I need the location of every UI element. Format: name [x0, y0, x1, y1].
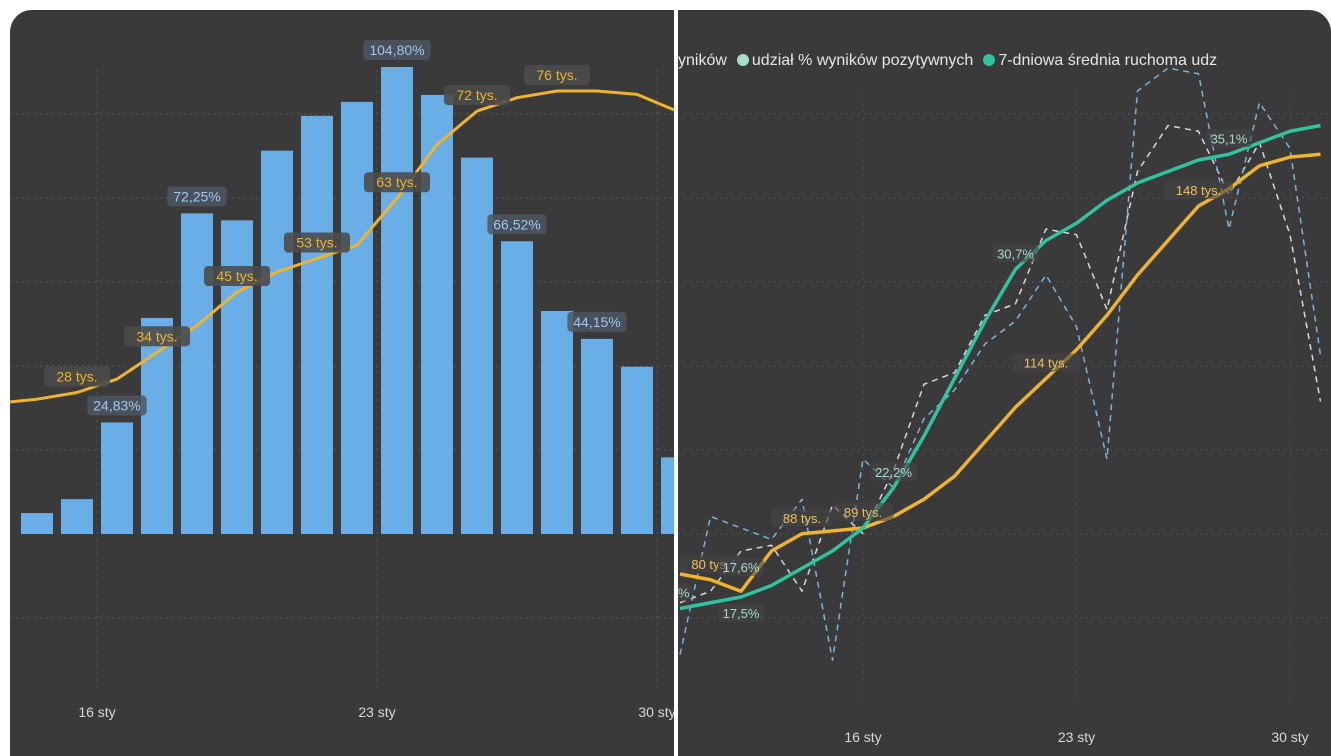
legend-item: 7-dniowa średnia ruchoma udz: [979, 52, 1223, 69]
line-label: 28 tys.: [56, 369, 97, 385]
bar: [541, 310, 573, 534]
bar: [621, 366, 653, 534]
point-label: 148 tys.: [1176, 183, 1222, 198]
point-label-box: [1206, 129, 1252, 148]
chart-legend: yników udział % wyników pozytywnych 7-dnio…: [678, 52, 1223, 70]
legend-dot: [736, 54, 749, 66]
line-label-box: [524, 65, 590, 85]
point-label-box: [870, 462, 917, 481]
x-tick-label: 16 sty: [78, 704, 115, 720]
bar-label: 44,15%: [573, 314, 620, 330]
bar: [301, 115, 333, 535]
point-label-box: [718, 558, 764, 576]
bar: [381, 67, 413, 534]
x-tick-label: 23 sty: [358, 704, 395, 720]
line-label: 63 tys.: [376, 174, 417, 190]
daily-series-line: [679, 124, 1322, 604]
line-label: 45 tys.: [216, 268, 257, 284]
bar-label-box: [167, 186, 227, 207]
line-chart-panel: 80 tys.88 tys.89 tys.114 tys.148 tys.0%1…: [678, 10, 1331, 756]
bar: [61, 499, 93, 534]
bar-label-box: [87, 395, 147, 416]
line-label: 34 tys.: [136, 328, 177, 344]
point-label-box: [992, 244, 1039, 263]
line-label: 76 tys.: [536, 67, 577, 83]
bar: [581, 338, 613, 534]
line-label-box: [44, 366, 110, 387]
point-label-box: [832, 503, 894, 521]
bar: [461, 157, 493, 534]
point-label: 30,7%: [997, 246, 1034, 261]
line-chart: 80 tys.88 tys.89 tys.114 tys.148 tys.0%1…: [678, 67, 1331, 745]
bar: [181, 213, 213, 534]
bar-line-chart-panel: 24,83% 72,25% 104,80% 66,52% 44,15% 28 tys. 34…: [10, 10, 674, 756]
legend-item: yników: [678, 52, 733, 69]
bar-label: 72,25%: [173, 188, 220, 204]
bar-label: 104,80%: [369, 42, 424, 58]
line-label-box: [204, 266, 270, 286]
point-label-box: [1164, 181, 1233, 199]
point-label-box: [718, 604, 764, 622]
panel-divider: [674, 10, 678, 756]
legend-label: yników: [678, 52, 727, 69]
point-label: 22,2%: [875, 465, 912, 480]
moving-average-line: [10, 89, 674, 404]
bar: [421, 94, 453, 534]
bar: [661, 457, 674, 534]
bar-label-box: [567, 311, 627, 332]
legend-label: 7-dniowa średnia ruchoma udz: [998, 52, 1218, 69]
point-label: 89 tys.: [844, 505, 882, 520]
point-label: 17,5%: [723, 606, 760, 621]
bar-label: 66,52%: [493, 216, 540, 232]
bar: [341, 101, 373, 535]
bar: [141, 317, 173, 534]
point-label-box: [678, 583, 692, 602]
point-label: 17,6%: [723, 560, 760, 575]
legend-label: udział % wyników pozytywnych: [751, 52, 974, 69]
average-series-line: [679, 123, 1321, 611]
bar: [21, 513, 53, 534]
bar: [101, 422, 133, 534]
bar-label-box: [363, 40, 431, 61]
point-label: 114 tys.: [1024, 356, 1069, 371]
point-label-box: [1011, 353, 1081, 372]
bar-label-box: [487, 214, 547, 235]
line-label-box: [124, 326, 190, 347]
bar-line-chart: 24,83% 72,25% 104,80% 66,52% 44,15% 28 tys. 34…: [10, 40, 674, 720]
x-tick-label: 16 sty: [844, 729, 881, 745]
x-tick-label: 30 sty: [1271, 729, 1308, 745]
line-label-box: [444, 85, 510, 106]
point-label: 35,1%: [1211, 131, 1248, 146]
point-label: 88 tys.: [783, 511, 821, 526]
bar-label: 24,83%: [93, 397, 140, 413]
bar: [261, 150, 293, 534]
point-label: 0%: [678, 586, 690, 601]
line-label: 53 tys.: [296, 235, 337, 251]
bar: [501, 241, 533, 534]
legend-item: udział % wyników pozytywnych: [733, 52, 979, 69]
x-tick-label: 30 sty: [638, 704, 674, 720]
line-label-box: [364, 172, 430, 193]
line-label-box: [284, 232, 350, 253]
legend-dot: [983, 54, 996, 66]
x-tick-label: 23 sty: [1058, 729, 1095, 745]
line-label: 72 tys.: [456, 87, 497, 103]
point-label-box: [771, 508, 833, 527]
